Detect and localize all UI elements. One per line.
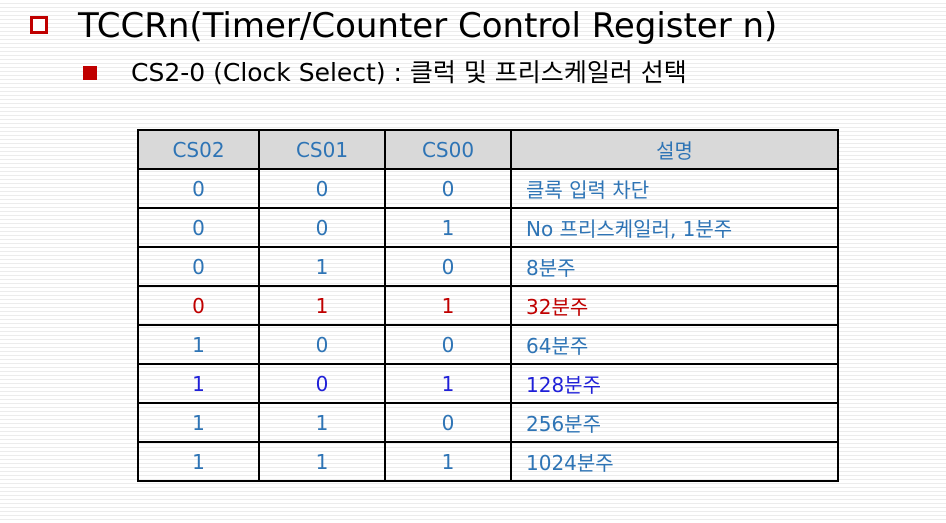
- filled-square-bullet-icon: [83, 66, 97, 80]
- clock-select-table: CS02 CS01 CS00 설명 0 0 0 클록 입력 차단 0 0 1 N…: [137, 129, 839, 482]
- cell-cs00: 0: [384, 402, 512, 443]
- cell-cs02: 1: [137, 441, 260, 482]
- cell-cs02: 0: [137, 168, 260, 209]
- header-cs01: CS01: [258, 129, 386, 170]
- cell-cs02: 0: [137, 207, 260, 248]
- cell-cs01: 1: [258, 285, 386, 326]
- cell-cs00: 1: [384, 363, 512, 404]
- cell-cs01: 1: [258, 246, 386, 287]
- cell-cs02: 1: [137, 402, 260, 443]
- cell-description: 256분주: [510, 402, 839, 443]
- table-row: 0 0 1 No 프리스케일러, 1분주: [137, 207, 839, 248]
- hollow-square-bullet-icon: [30, 16, 48, 34]
- cell-description: No 프리스케일러, 1분주: [510, 207, 839, 248]
- cell-cs01: 0: [258, 168, 386, 209]
- cell-cs01: 1: [258, 402, 386, 443]
- cell-cs02: 1: [137, 363, 260, 404]
- cell-cs02: 1: [137, 324, 260, 365]
- cell-cs01: 1: [258, 441, 386, 482]
- header-cs02: CS02: [137, 129, 260, 170]
- table-row: 0 1 0 8분주: [137, 246, 839, 287]
- cell-description: 8분주: [510, 246, 839, 287]
- cell-cs02: 0: [137, 285, 260, 326]
- cell-cs00: 1: [384, 285, 512, 326]
- table-row: 0 0 0 클록 입력 차단: [137, 168, 839, 209]
- cell-description: 32분주: [510, 285, 839, 326]
- cell-description: 64분주: [510, 324, 839, 365]
- cell-description: 클록 입력 차단: [510, 168, 839, 209]
- table-header-row: CS02 CS01 CS00 설명: [137, 129, 839, 170]
- cell-cs00: 1: [384, 207, 512, 248]
- header-description: 설명: [510, 129, 839, 170]
- cell-cs01: 0: [258, 207, 386, 248]
- cell-description: 128분주: [510, 363, 839, 404]
- cell-cs00: 1: [384, 441, 512, 482]
- cell-description: 1024분주: [510, 441, 839, 482]
- cell-cs02: 0: [137, 246, 260, 287]
- cell-cs00: 0: [384, 246, 512, 287]
- cell-cs01: 0: [258, 324, 386, 365]
- cell-cs01: 0: [258, 363, 386, 404]
- table-row: 1 0 1 128분주: [137, 363, 839, 404]
- cell-cs00: 0: [384, 168, 512, 209]
- slide-subtitle: CS2-0 (Clock Select) : 클럭 및 프리스케일러 선택: [131, 58, 687, 87]
- cell-cs00: 0: [384, 324, 512, 365]
- table-row: 1 0 0 64분주: [137, 324, 839, 365]
- table-row: 1 1 1 1024분주: [137, 441, 839, 482]
- slide-title: TCCRn(Timer/Counter Control Register n): [78, 6, 778, 46]
- table-row: 1 1 0 256분주: [137, 402, 839, 443]
- header-cs00: CS00: [384, 129, 512, 170]
- table-row-highlighted: 0 1 1 32분주: [137, 285, 839, 326]
